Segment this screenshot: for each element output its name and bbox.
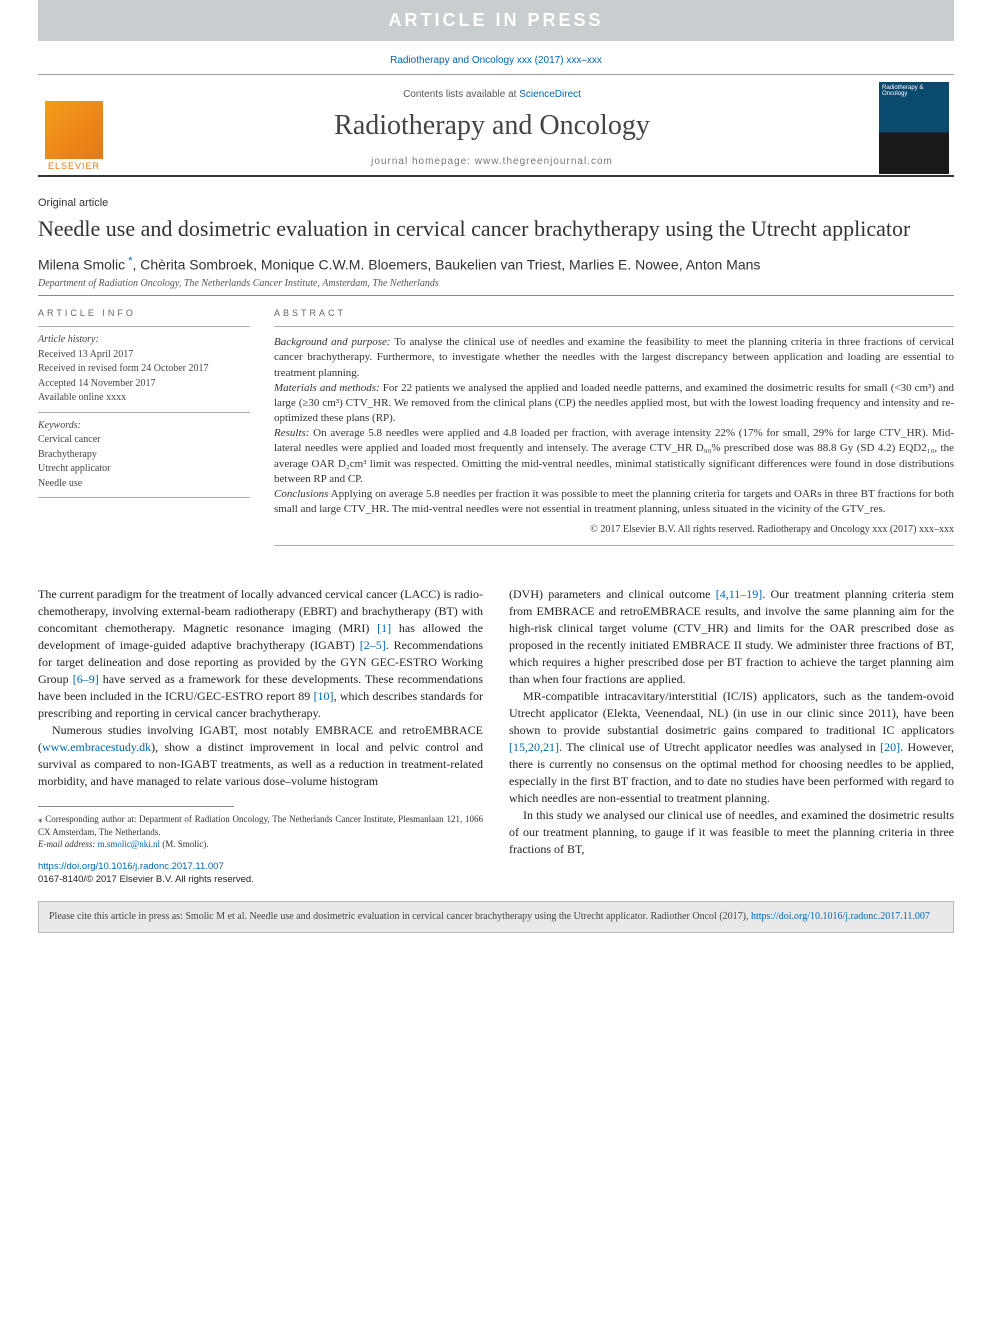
body-columns: The current paradigm for the treatment o… [38,586,954,887]
doi-link[interactable]: https://doi.org/10.1016/j.radonc.2017.11… [38,861,224,872]
body-paragraph: MR-compatible intracavitary/interstitial… [509,688,954,807]
abstract-column: ABSTRACT Background and purpose: To anal… [274,308,954,546]
ref-link[interactable]: [6–9] [73,672,99,686]
email-attribution: (M. Smolic). [160,839,209,849]
cite-text: Please cite this article in press as: Sm… [49,911,751,922]
body-text: In this study we analysed our clinical u… [509,808,954,856]
journal-masthead: ELSEVIER Contents lists available at Sci… [38,75,954,177]
abs-text: Applying on average 5.8 needles per frac… [274,488,954,515]
masthead-center: Contents lists available at ScienceDirec… [110,81,874,175]
article-title: Needle use and dosimetric evaluation in … [38,215,954,243]
body-paragraph: In this study we analysed our clinical u… [509,807,954,858]
authors-rest: , Chèrita Sombroek, Monique C.W.M. Bloem… [132,256,760,272]
abs-section-head: Conclusions [274,488,328,500]
article-type-label: Original article [38,197,954,209]
abs-section-head: Materials and methods: [274,382,380,394]
footnote-address: ⁎ Corresponding author at: Department of… [38,813,483,837]
author-corresponding: Milena Smolic [38,256,125,272]
cover-thumb-block: Radiotherapy & Oncology [874,81,954,175]
body-paragraph: Numerous studies involving IGABT, most n… [38,722,483,790]
ref-link[interactable]: [4,11–19] [716,587,763,601]
elsevier-wordmark: ELSEVIER [48,161,100,171]
article-info-heading: ARTICLE INFO [38,308,250,318]
keywords-heading: Keywords: [38,419,250,434]
email-label: E-mail address: [38,839,98,849]
affiliation: Department of Radiation Oncology, The Ne… [38,278,954,289]
body-paragraph: The current paradigm for the treatment o… [38,586,483,722]
abs-section-head: Results: [274,427,309,439]
contents-available-line: Contents lists available at ScienceDirec… [110,89,874,100]
body-text: . Our treatment planning criteria stem f… [509,587,954,686]
article-info-column: ARTICLE INFO Article history: Received 1… [38,308,250,546]
sciencedirect-link[interactable]: ScienceDirect [519,89,581,100]
ref-link[interactable]: [10] [314,689,334,703]
abstract-heading: ABSTRACT [274,308,954,318]
abs-section-head: Background and purpose: [274,336,391,348]
issn-copyright: 0167-8140/© 2017 Elsevier B.V. All right… [38,874,254,885]
body-col-left: The current paradigm for the treatment o… [38,586,483,887]
citation-line: Radiotherapy and Oncology xxx (2017) xxx… [38,41,954,75]
ref-link[interactable]: [2–5] [360,638,386,652]
keyword: Cervical cancer [38,433,250,448]
abs-text: On average 5.8 needles were applied and … [274,427,954,485]
ref-link[interactable]: [1] [377,621,391,635]
article-in-press-banner: ARTICLE IN PRESS [38,0,954,41]
keywords-block: Keywords: Cervical cancer Brachytherapy … [38,413,250,499]
external-link[interactable]: www.embracestudy.dk [42,740,151,754]
publisher-logo-block: ELSEVIER [38,81,110,175]
cite-doi-link[interactable]: https://doi.org/10.1016/j.radonc.2017.11… [751,911,930,922]
journal-cover-thumbnail: Radiotherapy & Oncology [879,82,949,174]
author-list: Milena Smolic *, Chèrita Sombroek, Moniq… [38,255,954,273]
ref-link[interactable]: [20] [880,740,900,754]
history-revised: Received in revised form 24 October 2017 [38,362,250,377]
doi-block: https://doi.org/10.1016/j.radonc.2017.11… [38,860,483,887]
article-history-block: Article history: Received 13 April 2017 … [38,326,250,413]
keyword: Needle use [38,477,250,492]
history-accepted: Accepted 14 November 2017 [38,377,250,392]
body-text: MR-compatible intracavitary/interstitial… [509,689,954,737]
history-online: Available online xxxx [38,391,250,406]
journal-homepage[interactable]: journal homepage: www.thegreenjournal.co… [110,156,874,167]
footnote-separator [38,806,234,807]
body-text: (DVH) parameters and clinical outcome [509,587,716,601]
history-heading: Article history: [38,333,250,348]
body-text: . The clinical use of Utrecht applicator… [559,740,880,754]
keyword: Brachytherapy [38,448,250,463]
corresponding-author-footnote: ⁎ Corresponding author at: Department of… [38,813,483,849]
cite-this-article-box: Please cite this article in press as: Sm… [38,901,954,933]
abstract-body: Background and purpose: To analyse the c… [274,326,954,546]
keyword: Utrecht applicator [38,462,250,477]
contents-prefix: Contents lists available at [403,89,519,100]
ref-link[interactable]: [15,20,21] [509,740,559,754]
history-received: Received 13 April 2017 [38,348,250,363]
body-paragraph: (DVH) parameters and clinical outcome [4… [509,586,954,688]
email-link[interactable]: m.smolic@nki.nl [98,839,160,849]
body-col-right: (DVH) parameters and clinical outcome [4… [509,586,954,887]
journal-name: Radiotherapy and Oncology [110,110,874,142]
abstract-copyright: © 2017 Elsevier B.V. All rights reserved… [274,523,954,537]
elsevier-tree-icon [45,101,103,159]
